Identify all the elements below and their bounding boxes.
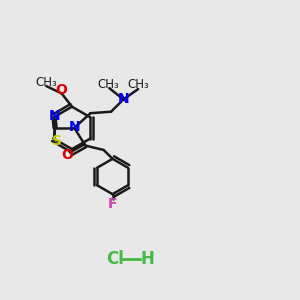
- Text: Cl: Cl: [106, 250, 124, 268]
- Text: CH₃: CH₃: [128, 78, 149, 92]
- Text: CH₃: CH₃: [35, 76, 57, 89]
- Text: N: N: [49, 109, 61, 123]
- Text: H: H: [140, 250, 154, 268]
- Text: N: N: [118, 92, 130, 106]
- Text: S: S: [52, 134, 62, 148]
- Text: F: F: [108, 196, 118, 211]
- Text: CH₃: CH₃: [98, 77, 120, 91]
- Text: O: O: [56, 82, 68, 97]
- Text: N: N: [69, 120, 80, 134]
- Text: O: O: [61, 148, 73, 162]
